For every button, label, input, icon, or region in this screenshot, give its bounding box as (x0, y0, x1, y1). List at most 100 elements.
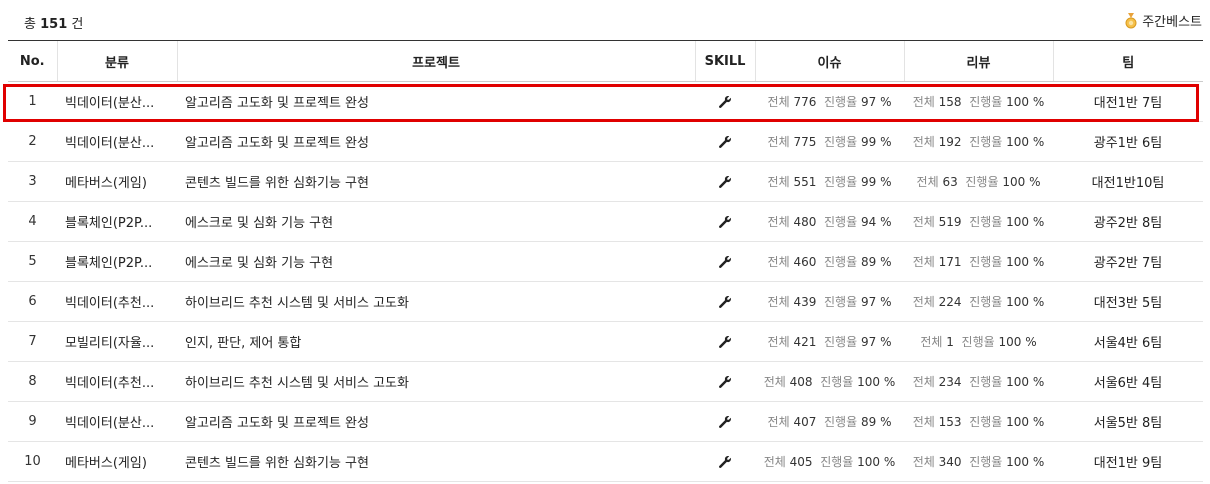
row-team: 서울5반 8팀 (1053, 401, 1203, 442)
review-total-value: 340 (938, 455, 962, 469)
row-team: 광주1반 6팀 (1053, 121, 1203, 162)
table-row[interactable]: 5 블록체인(P2P... 에스크로 및 심화 기능 구현 전체 460 진행율 89… (8, 241, 1203, 282)
review-progress-label: 진행율 (969, 135, 1003, 149)
row-skill[interactable] (695, 161, 755, 202)
wrench-icon (719, 295, 731, 308)
table-row[interactable]: 9 빅데이터(분산... 알고리즘 고도화 및 프로젝트 완성 전체 407 진행율 … (8, 401, 1203, 442)
row-issue-stats: 전체 408 진행율 100 % (755, 361, 904, 402)
review-percent-sign: % (1032, 455, 1045, 469)
row-review-stats: 전체 224 진행율 100 % (904, 281, 1053, 322)
row-issue-stats: 전체 421 진행율 97 % (755, 321, 904, 362)
review-progress-value: 100 (1002, 175, 1026, 189)
review-total-value: 171 (938, 255, 962, 269)
table-row[interactable]: 2 빅데이터(분산... 알고리즘 고도화 및 프로젝트 완성 전체 775 진행율 … (8, 121, 1203, 162)
row-team: 광주2반 7팀 (1053, 241, 1203, 282)
row-project-link[interactable]: 알고리즘 고도화 및 프로젝트 완성 (177, 81, 695, 122)
issue-progress-label: 진행율 (820, 455, 854, 469)
issue-progress-value: 100 (857, 455, 881, 469)
row-skill[interactable] (695, 281, 755, 322)
review-percent-sign: % (1032, 135, 1045, 149)
review-percent-sign: % (1032, 415, 1045, 429)
row-review-stats: 전체 234 진행율 100 % (904, 361, 1053, 402)
row-project-link[interactable]: 알고리즘 고도화 및 프로젝트 완성 (177, 401, 695, 442)
row-category: 메타버스(게임) (57, 161, 177, 202)
row-skill[interactable] (695, 201, 755, 242)
total-suffix: 건 (71, 17, 84, 32)
row-project-link[interactable]: 에스크로 및 심화 기능 구현 (177, 201, 695, 242)
issue-progress-label: 진행율 (824, 295, 858, 309)
col-header-team: 팀 (1052, 40, 1203, 82)
table-row[interactable]: 3 메타버스(게임) 콘텐츠 빌드를 위한 심화기능 구현 전체 551 진행율 99… (8, 161, 1203, 202)
wrench-icon (719, 215, 731, 228)
row-review-stats: 전체 340 진행율 100 % (904, 441, 1053, 482)
issue-total-value: 439 (793, 295, 817, 309)
row-number: 1 (8, 81, 57, 122)
row-review-stats: 전체 1 진행율 100 % (904, 321, 1053, 362)
table-row[interactable]: 4 블록체인(P2P... 에스크로 및 심화 기능 구현 전체 480 진행율 94… (8, 201, 1203, 242)
review-percent-sign: % (1032, 95, 1045, 109)
issue-total-label: 전체 (767, 215, 790, 229)
row-project-link[interactable]: 하이브리드 추천 시스템 및 서비스 고도화 (177, 361, 695, 402)
review-total-value: 519 (938, 215, 962, 229)
table-row[interactable]: 1 빅데이터(분산... 알고리즘 고도화 및 프로젝트 완성 전체 776 진행율 … (8, 81, 1203, 122)
row-skill[interactable] (695, 121, 755, 162)
row-project-link[interactable]: 콘텐츠 빌드를 위한 심화기능 구현 (177, 441, 695, 482)
issue-progress-label: 진행율 (824, 415, 858, 429)
row-skill[interactable] (695, 81, 755, 122)
issue-progress-value: 89 (860, 415, 877, 429)
row-project-link[interactable]: 알고리즘 고도화 및 프로젝트 완성 (177, 121, 695, 162)
issue-total-label: 전체 (763, 455, 786, 469)
col-header-category: 분류 (56, 40, 177, 82)
table-row[interactable]: 7 모빌리티(자율... 인지, 판단, 제어 통합 전체 421 진행율 97 % 전… (8, 321, 1203, 362)
review-progress-value: 100 (998, 335, 1022, 349)
row-team: 대전1반10팀 (1053, 161, 1203, 202)
issue-progress-label: 진행율 (824, 135, 858, 149)
table-row[interactable]: 8 빅데이터(추천... 하이브리드 추천 시스템 및 서비스 고도화 전체 408 … (8, 361, 1203, 402)
total-count-value: 151 (40, 17, 68, 32)
review-percent-sign: % (1029, 175, 1041, 189)
review-progress-label: 진행율 (969, 255, 1003, 269)
row-project-link[interactable]: 에스크로 및 심화 기능 구현 (177, 241, 695, 282)
row-project-link[interactable]: 인지, 판단, 제어 통합 (177, 321, 695, 362)
issue-progress-label: 진행율 (824, 335, 858, 349)
row-review-stats: 전체 63 진행율 100 % (904, 161, 1053, 202)
review-progress-label: 진행율 (969, 215, 1003, 229)
issue-total-label: 전체 (763, 375, 786, 389)
row-category: 메타버스(게임) (57, 441, 177, 482)
row-skill[interactable] (695, 321, 755, 362)
weekly-best-link[interactable]: 주간베스트 (1124, 11, 1202, 30)
row-skill[interactable] (695, 361, 755, 402)
row-issue-stats: 전체 407 진행율 89 % (755, 401, 904, 442)
row-project-link[interactable]: 콘텐츠 빌드를 위한 심화기능 구현 (177, 161, 695, 202)
row-number: 8 (8, 361, 57, 402)
row-team: 서울4반 6팀 (1053, 321, 1203, 362)
issue-progress-value: 99 (860, 175, 877, 189)
row-number: 3 (8, 161, 57, 202)
row-number: 4 (8, 201, 57, 242)
row-issue-stats: 전체 776 진행율 97 % (755, 81, 904, 122)
row-review-stats: 전체 158 진행율 100 % (904, 81, 1053, 122)
issue-progress-value: 97 (860, 335, 877, 349)
issue-total-value: 408 (789, 375, 813, 389)
issue-percent-sign: % (880, 415, 892, 429)
issue-total-label: 전체 (767, 135, 790, 149)
row-skill[interactable] (695, 401, 755, 442)
review-progress-label: 진행율 (965, 175, 999, 189)
table-row[interactable]: 6 빅데이터(추천... 하이브리드 추천 시스템 및 서비스 고도화 전체 439 … (8, 281, 1203, 322)
row-project-link[interactable]: 하이브리드 추천 시스템 및 서비스 고도화 (177, 281, 695, 322)
table-row[interactable]: 10 메타버스(게임) 콘텐츠 빌드를 위한 심화기능 구현 전체 405 진행율 1… (8, 441, 1203, 482)
issue-progress-value: 99 (860, 135, 877, 149)
review-percent-sign: % (1032, 255, 1045, 269)
row-category: 빅데이터(추천... (57, 361, 177, 402)
row-review-stats: 전체 153 진행율 100 % (904, 401, 1053, 442)
row-skill[interactable] (695, 441, 755, 482)
row-number: 7 (8, 321, 57, 362)
row-number: 2 (8, 121, 57, 162)
row-review-stats: 전체 171 진행율 100 % (904, 241, 1053, 282)
issue-total-label: 전체 (767, 295, 790, 309)
review-progress-label: 진행율 (969, 375, 1003, 389)
row-team: 대전3반 5팀 (1053, 281, 1203, 322)
row-skill[interactable] (695, 241, 755, 282)
row-category: 블록체인(P2P... (57, 241, 177, 282)
review-progress-value: 100 (1006, 455, 1030, 469)
